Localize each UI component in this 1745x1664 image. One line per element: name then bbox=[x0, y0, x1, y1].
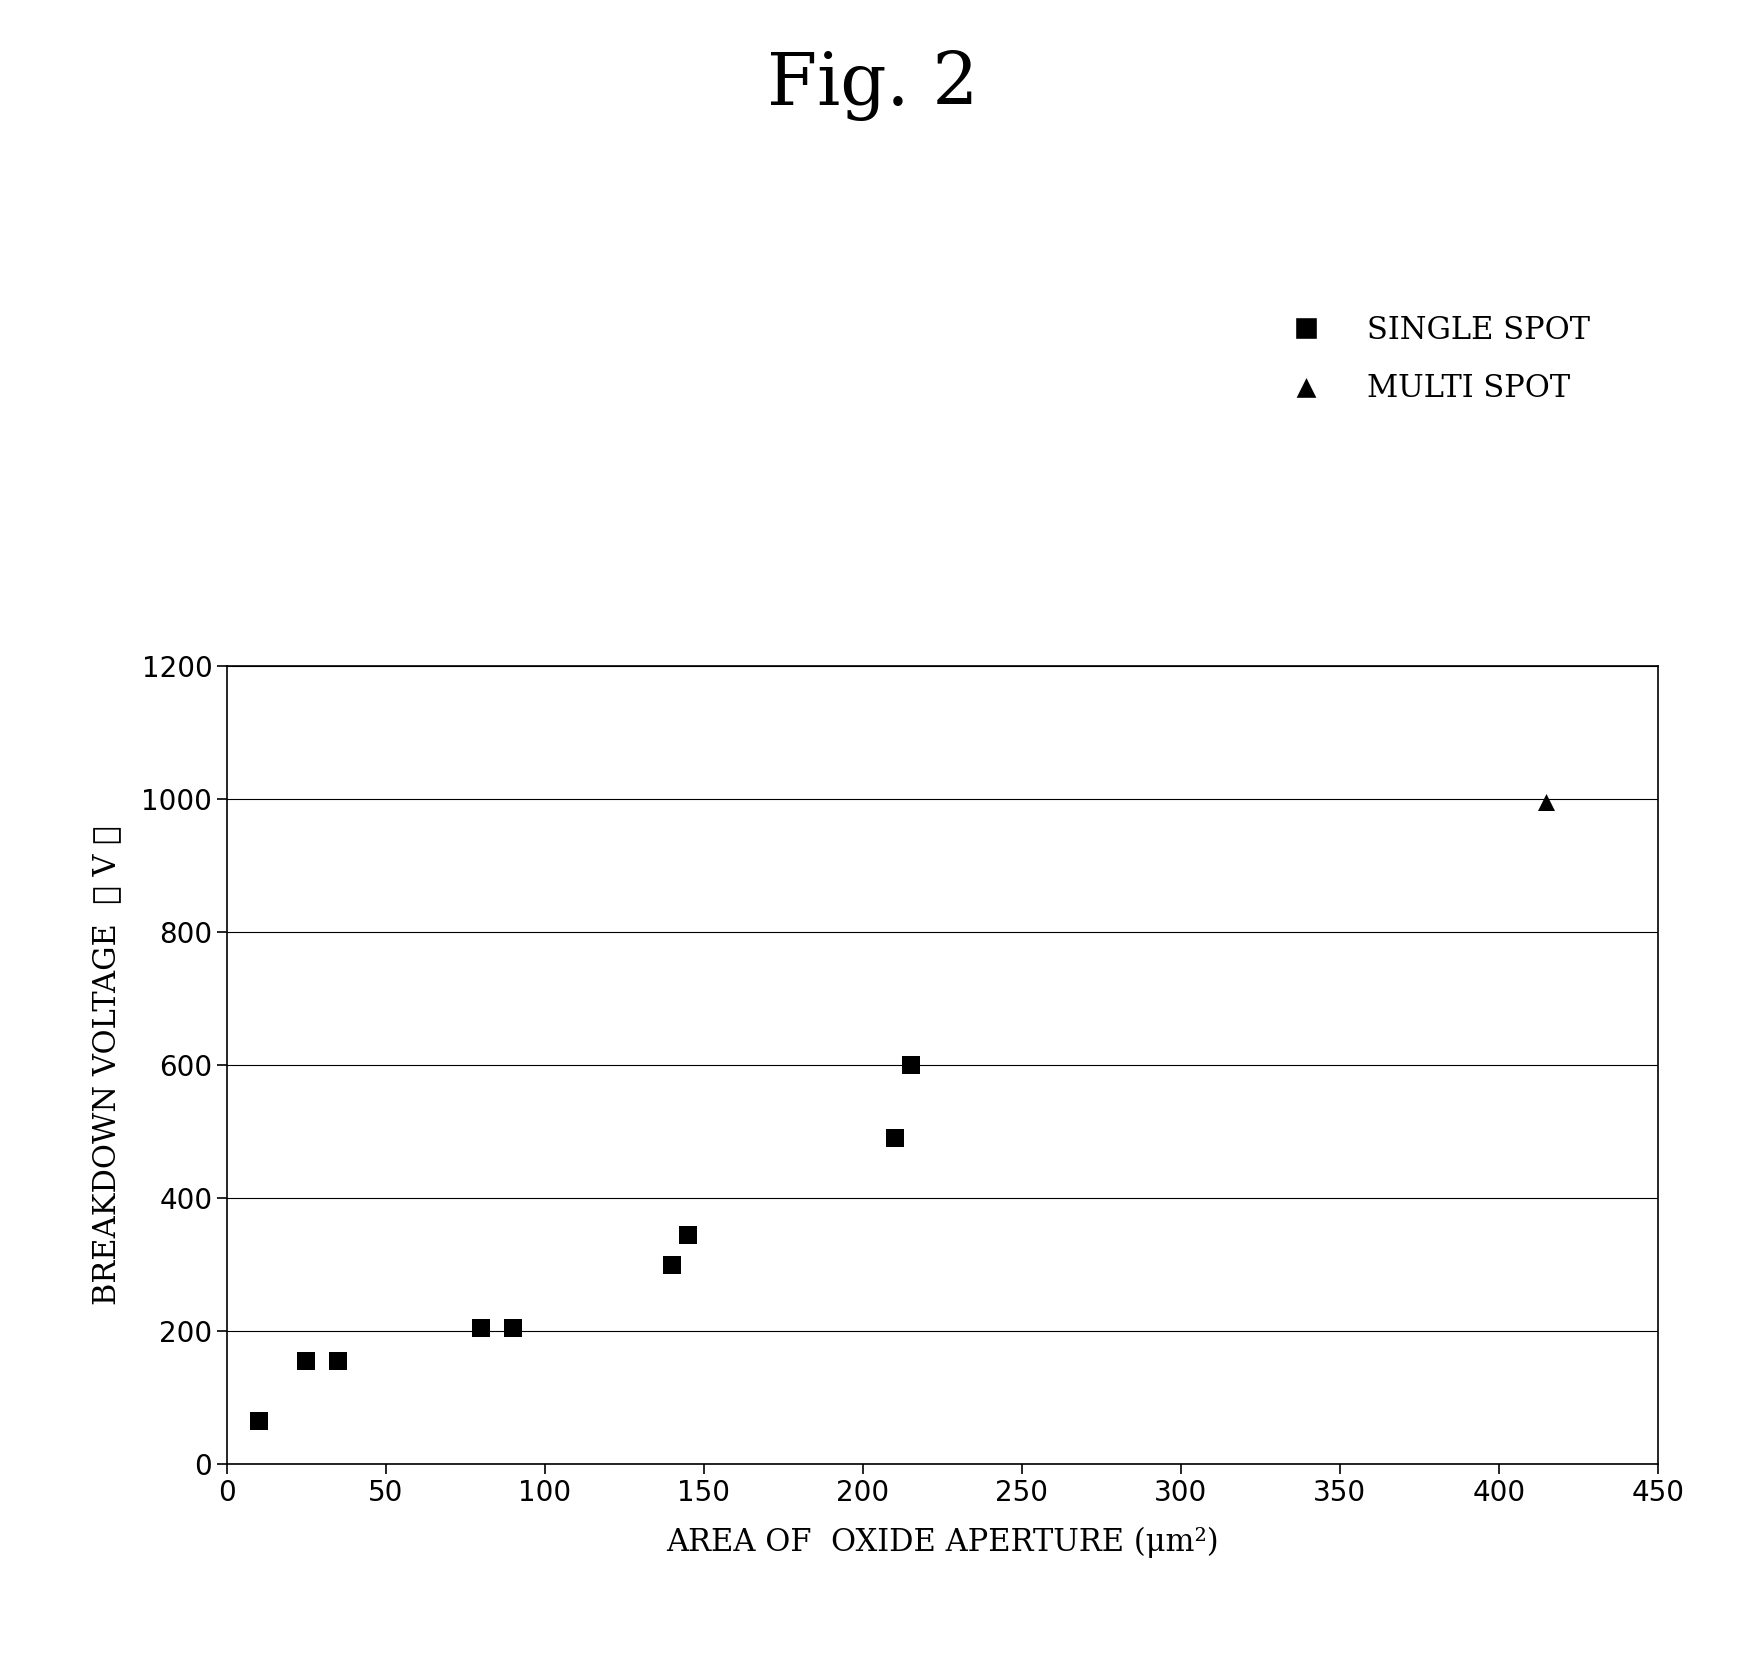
Point bbox=[881, 1125, 909, 1151]
Point bbox=[244, 1408, 272, 1434]
Point bbox=[674, 1221, 701, 1248]
Point bbox=[468, 1315, 496, 1341]
Point bbox=[293, 1348, 321, 1374]
Point bbox=[499, 1315, 527, 1341]
Y-axis label: BREAKDOWN VOLTAGE  （ V ）: BREAKDOWN VOLTAGE （ V ） bbox=[91, 825, 122, 1305]
Point bbox=[897, 1052, 925, 1078]
Legend: SINGLE SPOT, MULTI SPOT: SINGLE SPOT, MULTI SPOT bbox=[1276, 314, 1590, 404]
Point bbox=[325, 1348, 352, 1374]
Point bbox=[1532, 789, 1560, 815]
Point bbox=[658, 1251, 686, 1278]
Text: Fig. 2: Fig. 2 bbox=[766, 50, 979, 121]
X-axis label: AREA OF  OXIDE APERTURE (μm²): AREA OF OXIDE APERTURE (μm²) bbox=[667, 1526, 1218, 1558]
